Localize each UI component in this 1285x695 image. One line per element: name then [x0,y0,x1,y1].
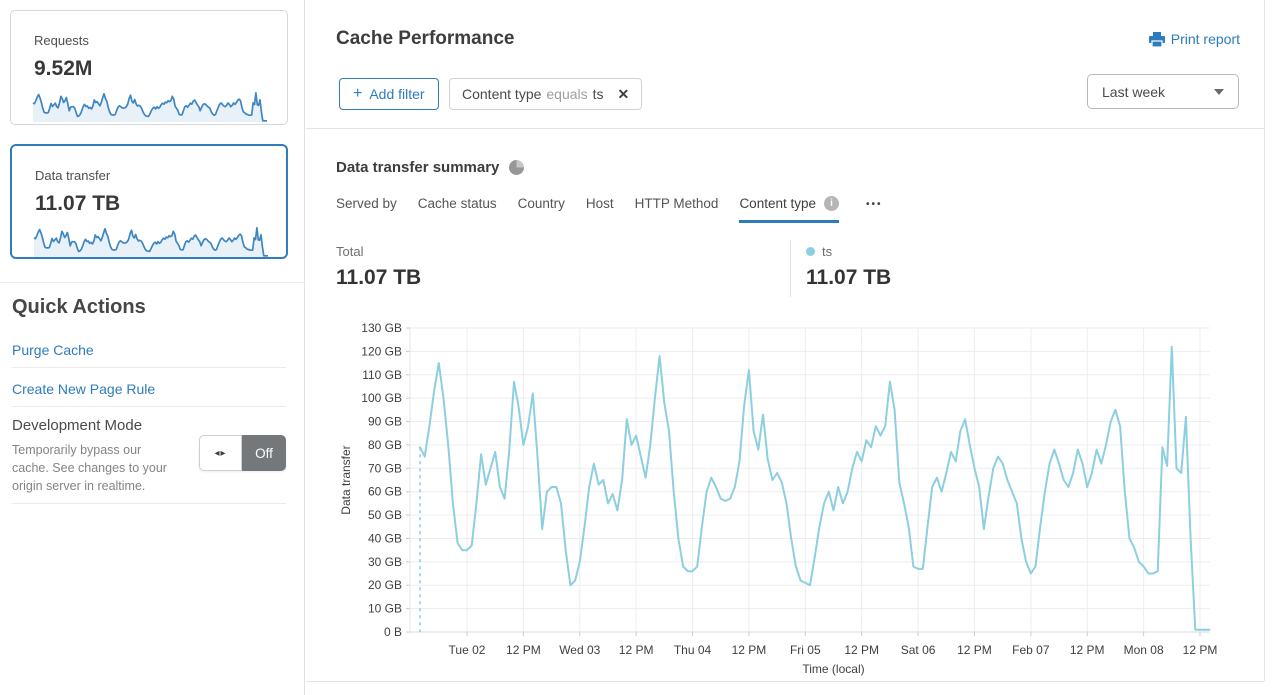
tab-http-method[interactable]: HTTP Method [634,196,719,211]
requests-metric-card[interactable]: Requests 9.52M [10,10,288,125]
svg-text:Thu 04: Thu 04 [674,643,712,657]
purge-cache-link[interactable]: Purge Cache [12,342,94,358]
tab-host[interactable]: Host [585,196,614,211]
svg-text:12 PM: 12 PM [1183,643,1218,657]
svg-text:40 GB: 40 GB [368,531,402,545]
add-filter-label: Add filter [369,86,425,102]
svg-text:130 GB: 130 GB [361,321,402,335]
svg-text:Feb 07: Feb 07 [1012,643,1050,657]
svg-text:100 GB: 100 GB [361,391,402,405]
svg-text:12 PM: 12 PM [844,643,879,657]
svg-text:70 GB: 70 GB [368,461,402,475]
toggle-knob[interactable]: ◂▸ [199,435,242,471]
print-report-link[interactable]: Print report [1148,31,1240,47]
add-filter-button[interactable]: + Add filter [339,78,439,110]
header-divider [306,128,1264,129]
svg-text:120 GB: 120 GB [361,344,402,358]
development-mode-toggle[interactable]: ◂▸ Off [199,435,286,471]
svg-text:30 GB: 30 GB [368,555,402,569]
filter-chip[interactable]: Content type equals ts ✕ [449,78,643,110]
remove-filter-icon[interactable]: ✕ [617,85,630,102]
requests-label: Requests [34,33,89,48]
time-range-select[interactable]: Last week [1087,74,1239,109]
svg-text:110 GB: 110 GB [362,368,402,382]
pie-chart-icon [509,160,525,175]
tab-cache-status[interactable]: Cache status [417,196,497,211]
resize-arrows-icon: ◂▸ [214,447,227,459]
divider [12,503,286,504]
chevron-down-icon [1214,88,1224,95]
info-icon[interactable]: i [824,196,839,211]
create-page-rule-link[interactable]: Create New Page Rule [12,381,156,397]
svg-text:Fri 05: Fri 05 [790,643,821,657]
filter-operator: equals [546,86,588,102]
tab-content-type-label: Content type [739,196,816,211]
divider [12,367,286,368]
data-transfer-label: Data transfer [35,168,111,183]
tab-content-type[interactable]: Content type i [739,196,839,223]
svg-text:12 PM: 12 PM [1070,643,1105,657]
development-mode-title: Development Mode [12,417,143,434]
summary-title: Data transfer summary [336,159,500,176]
totals-divider [790,240,791,297]
svg-text:80 GB: 80 GB [368,438,402,452]
development-mode-description: Temporarily bypass our cache. See change… [12,443,167,493]
series-legend[interactable]: ts [806,244,832,259]
print-report-label: Print report [1170,31,1240,47]
requests-value: 9.52M [34,57,93,80]
legend-value: 11.07 TB [806,266,892,289]
svg-text:50 GB: 50 GB [368,508,402,522]
sidebar-section-divider [0,282,305,283]
printer-icon [1148,31,1165,47]
summary-tabs: Served by Cache status Country Host HTTP… [336,196,883,223]
filter-value: ts [592,86,604,102]
svg-text:12 PM: 12 PM [506,643,541,657]
svg-text:Mon 08: Mon 08 [1124,643,1164,657]
svg-text:0 B: 0 B [384,625,402,639]
svg-text:12 PM: 12 PM [732,643,767,657]
filter-field: Content type [462,86,542,102]
svg-text:90 GB: 90 GB [368,415,402,429]
svg-text:Time (local): Time (local) [802,662,864,676]
svg-text:Tue 02: Tue 02 [449,643,486,657]
svg-text:10 GB: 10 GB [368,602,402,616]
data-transfer-metric-card[interactable]: Data transfer 11.07 TB [10,144,288,259]
svg-text:12 PM: 12 PM [619,643,654,657]
total-value: 11.07 TB [336,266,422,289]
tab-country[interactable]: Country [517,196,565,211]
requests-sparkline [32,91,267,122]
data-transfer-value: 11.07 TB [35,192,121,215]
time-range-value: Last week [1102,83,1166,100]
total-label: Total [336,244,364,259]
sidebar: Requests 9.52M Data transfer 11.07 TB Qu… [0,0,305,695]
svg-text:Wed 03: Wed 03 [559,643,600,657]
svg-text:60 GB: 60 GB [368,485,402,499]
plus-icon: + [353,85,363,102]
toggle-off-label: Off [242,435,286,471]
page-title: Cache Performance [336,28,515,49]
legend-dot [806,247,815,256]
panel-border [1264,0,1265,681]
more-options-icon[interactable]: ••• [866,199,883,210]
svg-text:20 GB: 20 GB [368,578,402,592]
quick-actions-title: Quick Actions [12,296,146,318]
data-transfer-sparkline [33,226,268,257]
tab-served-by[interactable]: Served by [336,196,397,211]
legend-name: ts [822,244,833,259]
svg-text:12 PM: 12 PM [957,643,992,657]
summary-title-row: Data transfer summary [336,159,525,176]
section-divider [306,681,1264,682]
svg-text:Sat 06: Sat 06 [901,643,936,657]
divider [12,406,286,407]
data-transfer-chart[interactable]: 0 B 10 GB 20 GB 30 GB 40 GB 50 GB 60 GB 70 GB 80… [336,318,1248,682]
svg-text:Data transfer: Data transfer [339,445,353,514]
